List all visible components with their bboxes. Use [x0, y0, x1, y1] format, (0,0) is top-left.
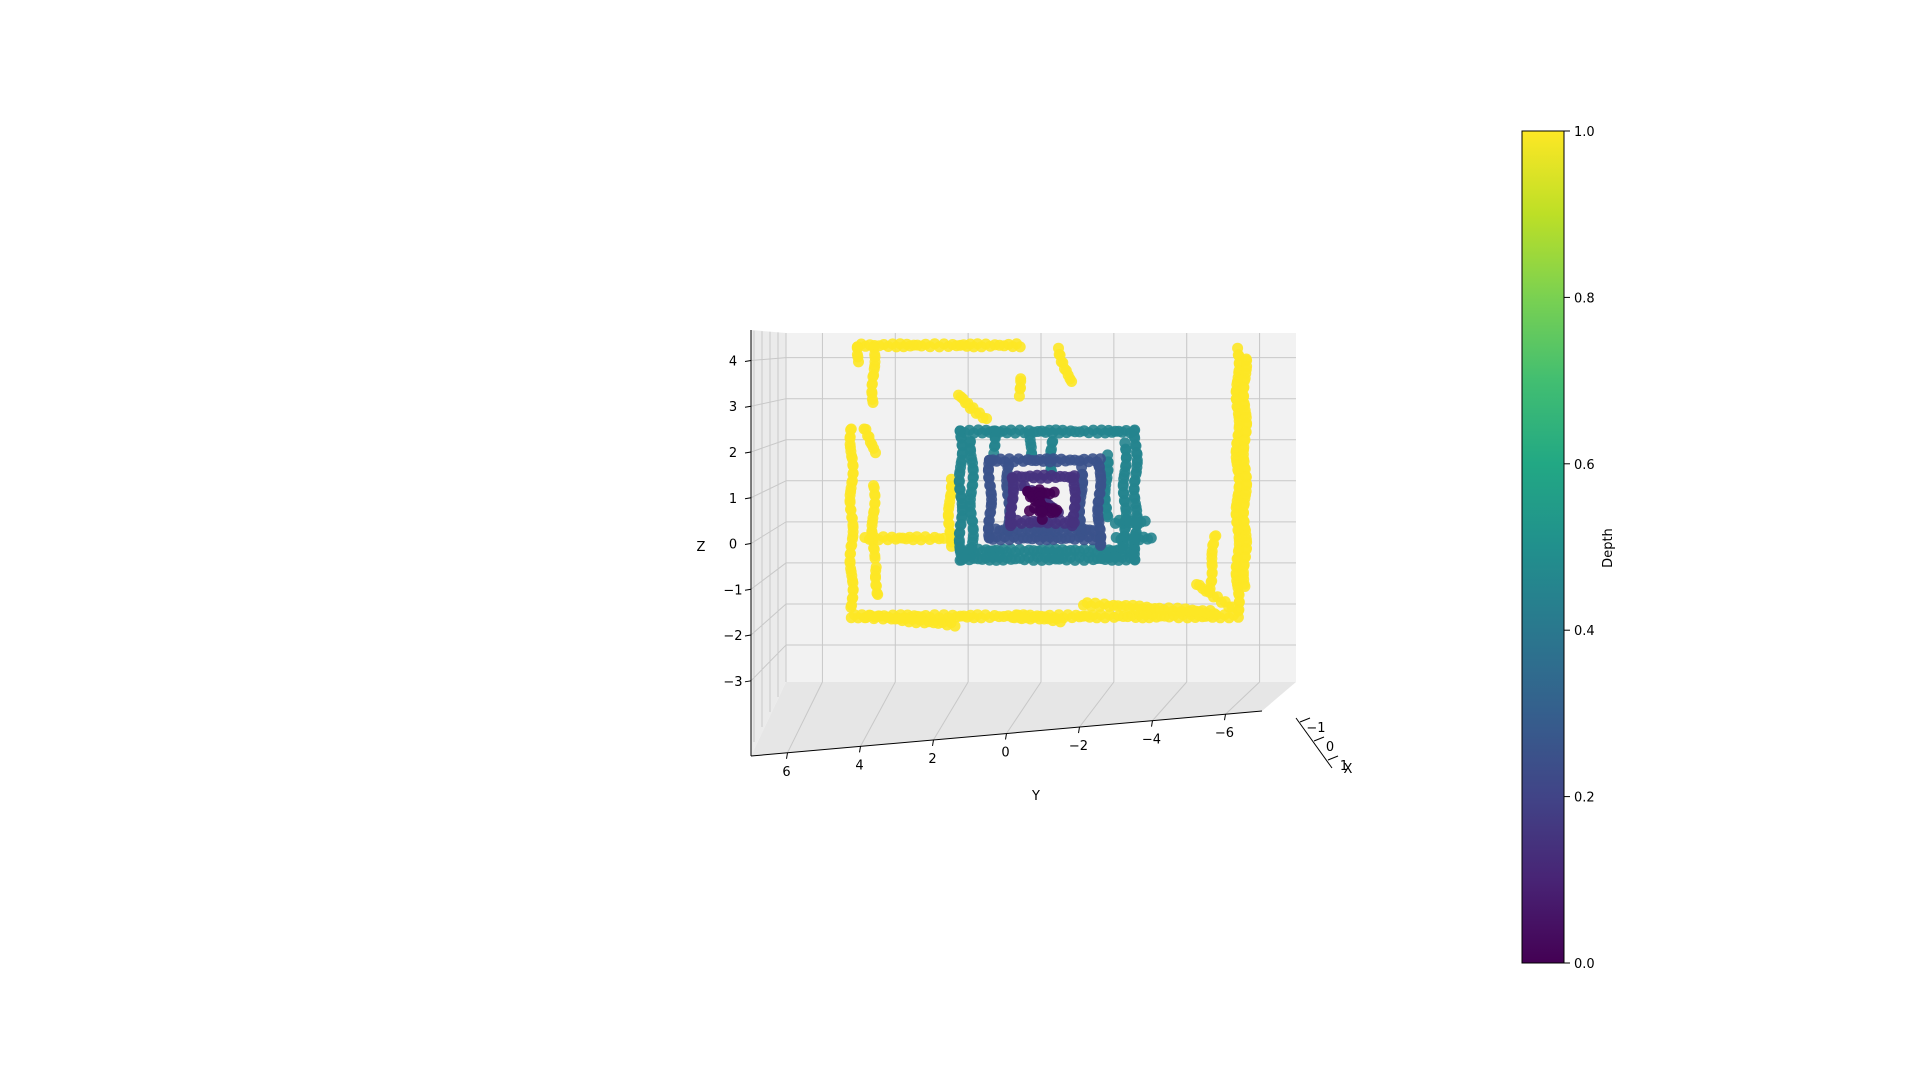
- grid-line: [750, 439, 787, 453]
- tick-mark: [1078, 726, 1080, 734]
- grid-line: [750, 603, 787, 636]
- scatter-point: [981, 413, 993, 425]
- scatter-point: [1087, 525, 1099, 537]
- grid-line: [1225, 681, 1260, 715]
- tick-mark: [1299, 717, 1311, 723]
- colorbar-tick-label: 0.8: [1574, 291, 1595, 306]
- scatter-point: [872, 589, 884, 600]
- z-tick-label: 1: [729, 492, 737, 507]
- scatter-points: [844, 338, 1253, 632]
- scatter-point: [1036, 513, 1048, 525]
- z-tick-label: 3: [729, 400, 737, 415]
- scatter-point: [1068, 517, 1080, 529]
- z-tick-label: −3: [723, 675, 742, 690]
- grid-line: [933, 681, 969, 741]
- y-tick-label: −4: [1142, 733, 1161, 748]
- y-tick-label: 2: [928, 752, 936, 767]
- grid-line: [1006, 681, 1042, 734]
- y-tick-label: −2: [1069, 739, 1088, 754]
- tick-mark: [744, 543, 752, 546]
- y-tick-label: 6: [782, 765, 790, 780]
- scatter-point: [869, 552, 881, 564]
- tick-mark: [744, 680, 752, 683]
- scatter-point: [1139, 515, 1151, 527]
- tick-mark: [744, 451, 752, 454]
- colorbar-tick-label: 0.2: [1574, 791, 1595, 806]
- colorbar-gradient: [1521, 130, 1565, 964]
- tick-mark: [744, 405, 752, 408]
- scatter-point: [1226, 601, 1238, 613]
- floor-pane: [751, 682, 1296, 756]
- x-axis-line: [1295, 717, 1333, 769]
- x-tick-label: 1: [1340, 759, 1348, 774]
- tick-mark: [1313, 736, 1325, 742]
- y-axis-line: [750, 710, 1263, 757]
- scatter-point: [870, 447, 881, 459]
- colorbar-ticks: 0.0 0.2 0.4 0.6 0.8 1.0: [1564, 125, 1595, 972]
- scatter-point: [1014, 341, 1026, 353]
- z-tick-label: 4: [729, 354, 737, 369]
- scatter-point: [1102, 511, 1114, 523]
- z-axis-label: Z: [697, 540, 706, 555]
- grid-line: [1079, 681, 1115, 728]
- scatter-point: [1054, 616, 1066, 628]
- tick-mark: [932, 739, 934, 747]
- x-tick-label: 0: [1326, 740, 1334, 755]
- colorbar-label: Depth: [1601, 528, 1616, 568]
- scatter-point: [1239, 581, 1251, 592]
- colorbar-tick-label: 0.4: [1574, 624, 1595, 639]
- grid-line: [750, 562, 787, 590]
- tick-mark: [786, 752, 788, 759]
- grid-line: [750, 644, 787, 682]
- scatter-point: [1145, 532, 1157, 544]
- y-tick-label: 0: [1001, 746, 1009, 761]
- z-tick-label: 0: [729, 538, 737, 553]
- x-tick-label: −1: [1306, 721, 1325, 736]
- colorbar-tick-label: 0.6: [1574, 458, 1595, 473]
- grid-line: [750, 521, 787, 544]
- scatter-point: [1048, 486, 1060, 498]
- scatter-point: [1013, 390, 1025, 402]
- grid-line: [750, 398, 787, 407]
- scatter-point: [1094, 533, 1106, 545]
- scatter-point: [949, 620, 961, 632]
- tick-mark: [744, 588, 752, 591]
- z-tick-label: 2: [729, 446, 737, 461]
- scatter-point: [867, 397, 879, 408]
- scatter-point: [1066, 376, 1078, 387]
- tick-mark: [1151, 720, 1153, 727]
- grid-line: [787, 681, 823, 754]
- grid-line: [1152, 681, 1188, 721]
- z-tick-label: −1: [723, 583, 742, 598]
- y-axis-label: Y: [1031, 789, 1040, 804]
- tick-mark: [744, 359, 752, 362]
- scatter-point: [1051, 504, 1063, 516]
- grid-line: [860, 681, 896, 747]
- tick-mark: [1327, 755, 1339, 761]
- tick-mark: [1005, 733, 1007, 740]
- grid-line: [750, 480, 787, 499]
- scatter-point: [1209, 608, 1221, 620]
- grid-line: [750, 357, 787, 361]
- grid-lines: [750, 330, 1296, 754]
- tick-mark: [744, 634, 752, 637]
- scatter-point: [853, 356, 864, 368]
- tick-mark: [744, 497, 752, 500]
- y-tick-label: −6: [1215, 726, 1234, 741]
- colorbar-tick-label: 1.0: [1574, 125, 1595, 140]
- side-pane: [751, 330, 786, 756]
- z-tick-label: −2: [723, 629, 742, 644]
- tick-mark: [859, 746, 861, 753]
- y-tick-label: 4: [855, 758, 863, 773]
- x-axis-label: X: [1344, 762, 1353, 777]
- scatter-point: [1129, 554, 1141, 566]
- colorbar-tick-label: 0.0: [1574, 957, 1595, 972]
- tick-marks: [744, 359, 1339, 761]
- colorbar: 0.0 0.2 0.4 0.6 0.8 1.0 Depth: [1521, 125, 1616, 972]
- tick-mark: [1224, 714, 1226, 721]
